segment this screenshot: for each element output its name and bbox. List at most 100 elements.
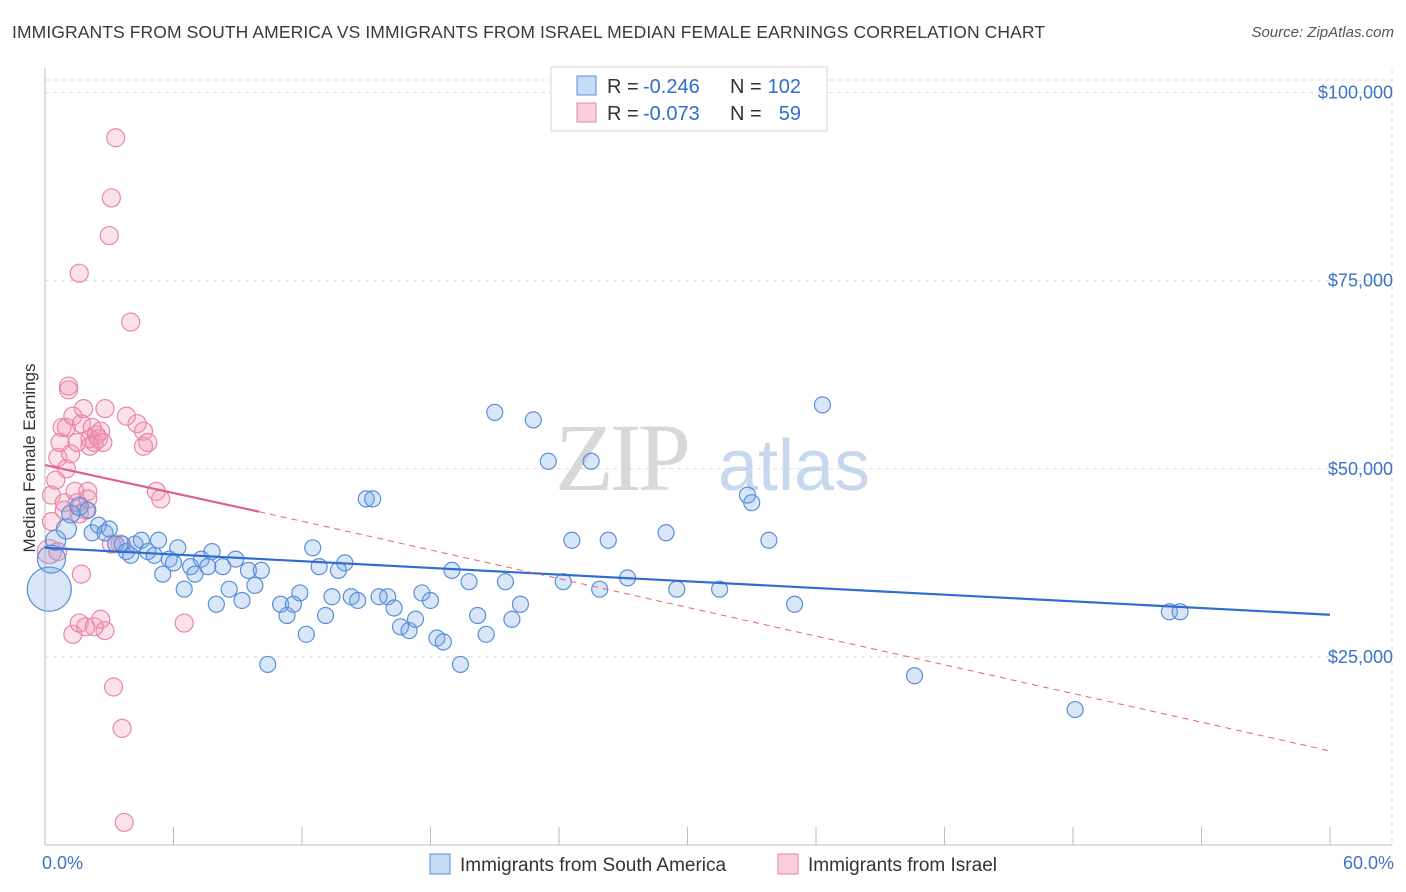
- data-point: [106, 128, 126, 148]
- data-point: [460, 573, 478, 591]
- data-point: [95, 399, 115, 419]
- data-point: [127, 414, 147, 434]
- data-point: [905, 667, 924, 685]
- data-point: [357, 490, 375, 508]
- data-point: [114, 812, 134, 833]
- data-point: [175, 580, 193, 598]
- data-point: [78, 481, 98, 501]
- data-point: [364, 490, 382, 508]
- data-point: [421, 591, 440, 610]
- y-tick-label: $25,000: [1328, 647, 1393, 667]
- data-point: [186, 565, 204, 583]
- data-point: [391, 618, 410, 636]
- data-point: [145, 546, 163, 564]
- data-point: [477, 625, 495, 643]
- data-point: [259, 655, 277, 674]
- data-point: [116, 406, 136, 426]
- data-point: [563, 531, 581, 549]
- south-america-points: [26, 396, 1189, 719]
- data-point: [657, 524, 675, 542]
- data-point: [668, 580, 686, 598]
- bottom-legend-label-blue: Immigrants from South America: [460, 855, 727, 876]
- data-point: [84, 617, 104, 637]
- x-tick-label-min: 0.0%: [42, 853, 83, 873]
- data-point: [469, 606, 487, 625]
- data-point: [95, 620, 115, 641]
- data-point: [385, 599, 403, 617]
- data-point: [304, 539, 322, 557]
- data-point: [100, 520, 118, 538]
- data-point: [233, 591, 251, 610]
- data-point: [496, 573, 515, 591]
- chart-title: IMMIGRANTS FROM SOUTH AMERICA VS IMMIGRA…: [12, 22, 1046, 42]
- bottom-legend-swatch-blue: [429, 853, 451, 875]
- y-tick-label: $50,000: [1328, 459, 1393, 479]
- data-point: [69, 263, 89, 283]
- data-point: [486, 403, 504, 421]
- data-point: [199, 558, 217, 576]
- bottom-legend-swatch-pink: [777, 853, 799, 875]
- data-point: [524, 411, 542, 429]
- legend-box: [550, 66, 828, 132]
- data-point: [760, 531, 778, 549]
- data-point: [164, 554, 183, 572]
- data-point: [73, 399, 94, 419]
- data-point: [36, 544, 67, 574]
- data-point: [101, 188, 121, 208]
- trend-line-south-america: [44, 546, 1331, 616]
- grid: [45, 70, 1393, 845]
- series-legend: Immigrants from South America Immigrants…: [429, 853, 997, 876]
- data-point: [207, 595, 225, 613]
- legend-n-value-pink: 59: [779, 103, 801, 125]
- data-point: [138, 432, 158, 453]
- watermark-zip: ZIP: [555, 404, 688, 511]
- data-point: [133, 421, 154, 441]
- y-tick-labels: $25,000 $50,000 $75,000 $100,000: [1318, 83, 1393, 667]
- bottom-legend-label-pink: Immigrants from Israel: [808, 855, 997, 876]
- legend-n-label-blue: N =: [730, 76, 762, 98]
- legend-r-label-pink: R =: [607, 103, 639, 125]
- data-point: [112, 718, 132, 738]
- data-point: [71, 414, 92, 434]
- data-point: [174, 613, 194, 633]
- data-point: [297, 625, 315, 643]
- data-point: [406, 610, 425, 628]
- watermark: ZIP atlas: [555, 404, 870, 511]
- legend-swatch-pink: [576, 102, 597, 123]
- data-point: [79, 501, 97, 519]
- data-point: [91, 609, 111, 629]
- data-point: [154, 565, 172, 583]
- trend-line-israel: [44, 463, 260, 513]
- data-point: [1066, 700, 1084, 719]
- data-point: [323, 588, 341, 606]
- data-point: [582, 452, 600, 470]
- y-axis-label: Median Female Earnings: [20, 364, 39, 553]
- data-point: [80, 436, 100, 456]
- data-point: [121, 312, 141, 332]
- trend-lines: [44, 463, 1331, 752]
- data-point: [214, 558, 232, 576]
- data-point: [813, 396, 832, 414]
- data-point: [743, 494, 761, 512]
- watermark-atlas: atlas: [718, 426, 870, 506]
- data-point: [785, 595, 804, 613]
- x-tick-label-max: 60.0%: [1343, 853, 1394, 873]
- data-point: [55, 518, 78, 540]
- data-point: [434, 633, 452, 651]
- data-point: [252, 561, 270, 579]
- data-point: [220, 580, 238, 598]
- data-point: [26, 566, 72, 612]
- data-point: [291, 584, 309, 602]
- data-point: [45, 529, 67, 551]
- data-point: [349, 591, 367, 610]
- y-tick-label: $75,000: [1328, 271, 1393, 291]
- data-point: [239, 561, 258, 579]
- data-point: [93, 432, 113, 453]
- data-point: [539, 452, 557, 470]
- legend-r-label-blue: R =: [607, 76, 639, 98]
- legend-n-value-blue: 102: [768, 76, 801, 98]
- data-point: [99, 225, 119, 246]
- data-point: [246, 576, 264, 595]
- data-point: [69, 496, 89, 517]
